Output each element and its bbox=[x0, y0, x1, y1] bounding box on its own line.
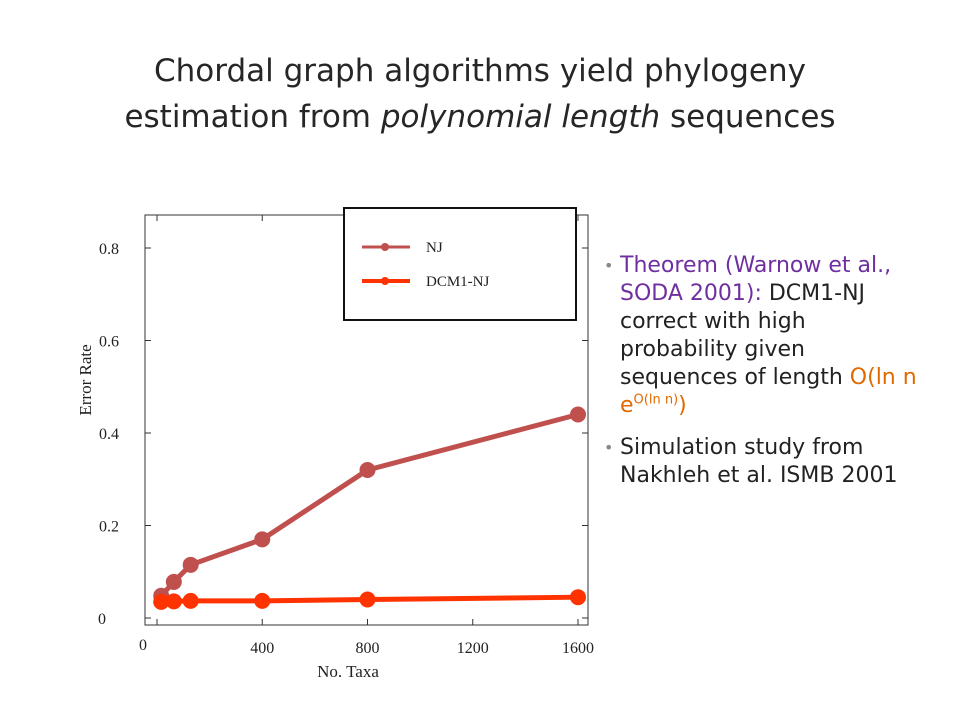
data-point-nj bbox=[570, 406, 586, 423]
data-point-nj bbox=[359, 462, 376, 478]
simulation-text: Simulation study from Nakhleh et al. ISM… bbox=[620, 435, 898, 488]
x-axis-label: No. Taxa bbox=[317, 662, 379, 681]
legend-label: DCM1-NJ bbox=[426, 274, 490, 290]
theorem-citation: Theorem (Warnow et al., SODA 2001): bbox=[620, 253, 892, 306]
data-point-dcm1-nj bbox=[182, 592, 199, 609]
y-axis-label: Error Rate bbox=[76, 344, 95, 415]
series-line-nj bbox=[159, 412, 579, 598]
y-tick-label: 0.2 bbox=[99, 519, 119, 536]
title-line-2-pre: estimation from bbox=[124, 99, 381, 135]
x-tick-label: 1600 bbox=[562, 640, 594, 657]
bullet-marker-icon: • bbox=[604, 256, 614, 275]
title-line-2-post: sequences bbox=[660, 99, 836, 135]
data-point-dcm1-nj bbox=[165, 593, 182, 610]
legend-box bbox=[343, 207, 577, 321]
data-point-dcm1-nj bbox=[254, 592, 271, 609]
theorem-text: DCM1-NJ correct with high probability gi… bbox=[620, 281, 866, 390]
y-tick-label: 0 bbox=[98, 611, 106, 628]
theorem-formula: O(ln n eO(ln n)) bbox=[620, 365, 917, 418]
bullet-marker-icon: • bbox=[604, 438, 614, 457]
data-point-dcm1-nj bbox=[359, 591, 376, 608]
bullet-simulation: • Simulation study from Nakhleh et al. I… bbox=[604, 434, 924, 490]
formula-exponent: O(ln n) bbox=[633, 392, 679, 408]
slide-title: Chordal graph algorithms yield phylogeny… bbox=[0, 48, 960, 140]
title-line-1: Chordal graph algorithms yield phylogeny bbox=[154, 53, 806, 89]
formula-close: ) bbox=[678, 393, 687, 418]
formula-base: O(ln n e bbox=[620, 365, 917, 418]
data-point-nj bbox=[165, 573, 182, 590]
bullet-list: • Theorem (Warnow et al., SODA 2001): DC… bbox=[604, 252, 924, 504]
y-tick-label: 0.8 bbox=[99, 241, 119, 258]
x-tick-label: 1200 bbox=[457, 640, 489, 657]
data-point-dcm1-nj bbox=[153, 593, 170, 610]
x-tick-label: 800 bbox=[356, 640, 380, 657]
legend-marker bbox=[381, 277, 389, 285]
data-point-nj bbox=[182, 556, 199, 573]
y-tick-label: 0.4 bbox=[99, 426, 119, 443]
title-emphasis: polynomial length bbox=[380, 99, 661, 135]
data-point-nj bbox=[254, 531, 271, 548]
data-point-dcm1-nj bbox=[570, 589, 586, 606]
title-line-2: estimation from polynomial length sequen… bbox=[0, 94, 960, 140]
legend-label: NJ bbox=[426, 240, 443, 256]
y-tick-label: 0.6 bbox=[99, 334, 119, 351]
x-tick-label: 400 bbox=[250, 640, 274, 657]
bullet-theorem: • Theorem (Warnow et al., SODA 2001): DC… bbox=[604, 252, 924, 420]
x-tick-label: 0 bbox=[139, 637, 147, 654]
legend-marker bbox=[381, 243, 389, 251]
